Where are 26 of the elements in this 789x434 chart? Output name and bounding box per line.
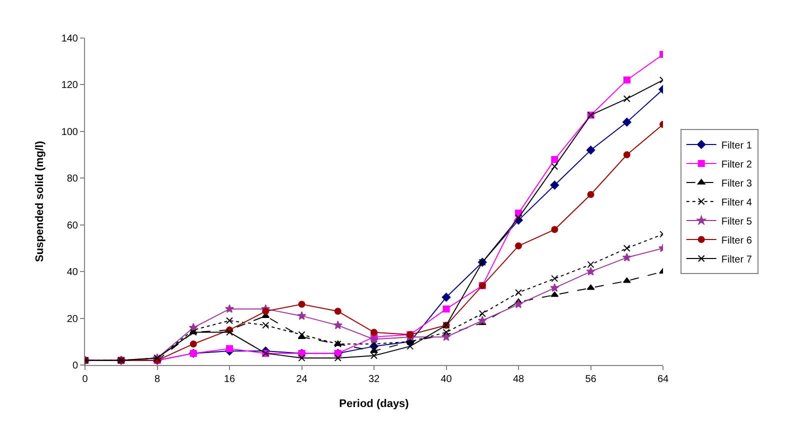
x-tick-label: 8 [154,374,160,385]
x-tick-label: 64 [657,374,669,385]
x-tick-label: 56 [585,374,597,385]
y-tick-label: 120 [61,80,78,92]
x-axis-title: Period (days) [339,398,410,410]
legend-label: Filter 5 [721,216,752,228]
y-tick-label: 0 [72,360,78,372]
x-tick-label: 40 [440,374,452,385]
legend-label: Filter 7 [721,254,752,266]
legend-label: Filter 2 [721,159,752,170]
legend-label: Filter 3 [721,178,752,190]
y-tick-label: 40 [66,267,78,278]
y-axis-title: Suspended solid (mg/l) [34,140,46,262]
legend-label: Filter 6 [721,235,752,246]
x-tick-label: 16 [224,374,236,385]
y-tick-label: 100 [61,126,78,138]
y-tick-label: 140 [61,34,78,44]
x-tick-label: 32 [368,374,380,385]
y-tick-label: 80 [66,174,78,185]
y-tick-label: 20 [66,314,78,325]
x-tick-label: 0 [82,374,88,385]
y-tick-label: 60 [66,220,78,232]
x-tick-label: 48 [512,374,524,385]
legend-label: Filter 1 [721,140,752,152]
legend-label: Filter 4 [721,197,752,208]
x-tick-label: 24 [296,374,308,385]
